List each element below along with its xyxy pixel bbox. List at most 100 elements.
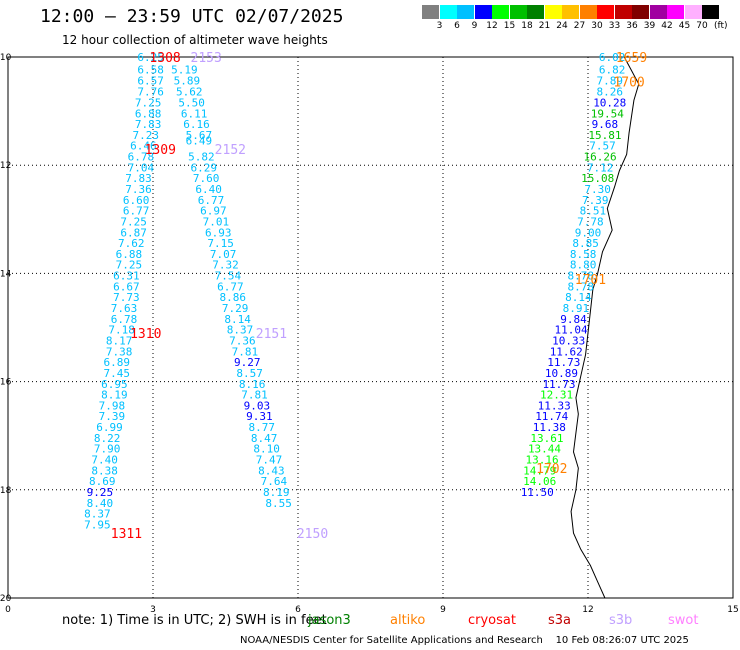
wave-height-value: 6.49	[186, 134, 213, 147]
wave-height-value: 7.40	[91, 454, 118, 467]
wave-height-value: 8.16	[239, 378, 266, 391]
wave-height-value: 7.36	[125, 183, 152, 196]
color-scale-label: 3	[436, 21, 443, 31]
wave-height-value: 7.12	[587, 161, 614, 174]
y-tick-label: -16	[0, 378, 12, 388]
wave-height-value: 7.90	[94, 443, 121, 456]
wave-height-value: 7.04	[128, 161, 155, 174]
color-swatch	[702, 5, 719, 19]
wave-height-value: 7.38	[106, 345, 133, 358]
wave-height-value: 13.61	[530, 432, 563, 445]
wave-height-value: 8.57	[236, 367, 263, 380]
wave-height-value: 9.25	[87, 486, 114, 499]
wave-height-value: 7.89	[597, 74, 624, 87]
wave-height-value: 8.78	[568, 270, 595, 283]
wave-height-value: 8.19	[101, 389, 128, 402]
wave-height-value: 6.67	[113, 280, 140, 293]
wave-height-value: 15.81	[588, 129, 621, 142]
wave-height-value: 8.26	[597, 86, 624, 99]
color-swatch	[474, 5, 492, 19]
wave-height-value: 8.58	[570, 248, 597, 261]
color-scale-unit: (ft)	[714, 21, 728, 31]
wave-height-value: 6.78	[128, 151, 155, 164]
wave-height-value: 10.89	[545, 367, 578, 380]
wave-height-value: 7.63	[111, 302, 138, 315]
wave-height-value: 7.81	[241, 389, 268, 402]
color-scale-label: 27	[573, 21, 586, 31]
wave-height-value: 7.23	[133, 129, 160, 142]
color-swatch	[439, 5, 457, 19]
plot-frame	[7, 56, 734, 599]
wave-height-value: 6.77	[217, 280, 244, 293]
color-scale-label: 12	[486, 21, 498, 31]
wave-height-value: 6.88	[116, 248, 143, 261]
wave-height-value: 7.98	[99, 399, 126, 412]
wave-height-value: 8.43	[258, 464, 285, 477]
wave-height-value: 13.16	[526, 454, 559, 467]
color-scale-label: 18	[521, 21, 533, 31]
wave-height-value: 7.30	[584, 183, 611, 196]
wave-height-value: 8.14	[565, 291, 592, 304]
color-swatch	[527, 5, 544, 19]
pass-time-label: 1702	[536, 462, 567, 477]
wave-height-value: 6.29	[191, 161, 218, 174]
wave-height-value: 7.29	[222, 302, 249, 315]
wave-height-value: 6.46	[130, 140, 157, 153]
wave-height-value: 7.73	[113, 291, 140, 304]
color-swatch	[457, 5, 474, 19]
wave-height-value: 6.97	[200, 205, 227, 218]
color-scale-label: 6	[454, 21, 460, 31]
wave-height-value: 6.60	[123, 194, 150, 207]
pass-time-label: 1701	[575, 273, 606, 288]
wave-height-value: 6.58	[137, 63, 164, 76]
legend-item-swot: swot	[668, 613, 699, 628]
credit-footer: NOAA/NESDIS Center for Satellite Applica…	[240, 635, 689, 646]
color-swatch	[509, 5, 527, 19]
color-swatch	[544, 5, 562, 19]
wave-height-value: 5.82	[188, 151, 215, 164]
wave-height-value: 7.62	[118, 237, 145, 250]
wave-height-value: 8.86	[220, 291, 247, 304]
footnote: note: 1) Time is in UTC; 2) SWH is in fe…	[62, 613, 327, 628]
wave-height-value: 6.93	[205, 226, 232, 239]
wave-height-value: 7.18	[108, 324, 135, 337]
wave-height-value: 7.78	[577, 215, 604, 228]
color-swatch	[632, 5, 649, 19]
wave-height-value: 8.51	[580, 205, 607, 218]
wave-height-value: 5.89	[174, 74, 201, 87]
color-scale-label: 42	[661, 21, 673, 31]
wave-height-value: 8.55	[265, 497, 292, 510]
legend-item-s3a: s3a	[548, 613, 572, 628]
x-tick-label: 3	[150, 605, 156, 615]
wave-height-value: 5.67	[186, 129, 213, 142]
wave-height-value: 8.80	[570, 259, 597, 272]
color-scale-label: 15	[503, 21, 516, 31]
wave-height-value: 14.06	[523, 475, 556, 488]
legend-item-altiko: altiko	[390, 613, 426, 628]
color-scale-label: 24	[556, 21, 568, 31]
wave-height-value: 7.47	[256, 454, 283, 467]
color-swatch	[684, 5, 702, 19]
pass-time-label: 2152	[215, 143, 246, 158]
wave-height-value: 9.84	[560, 313, 587, 326]
wave-height-value: 11.74	[535, 410, 568, 423]
wave-height-value: 7.76	[137, 86, 164, 99]
wave-height-value: 8.85	[572, 237, 599, 250]
y-tick-label: -20	[0, 594, 12, 604]
color-scale-label: 39	[643, 21, 656, 31]
wave-height-value: 6.02	[599, 51, 626, 64]
wave-height-value: 9.68	[592, 118, 619, 131]
wave-height-value: 7.15	[207, 237, 234, 250]
wave-height-value: 9.31	[246, 410, 273, 423]
pass-time-label: 1308	[149, 51, 180, 66]
wave-height-value: 7.60	[193, 172, 220, 185]
wave-height-value: 11.73	[542, 378, 575, 391]
wave-height-value: 15.08	[581, 172, 614, 185]
wave-height-value: 7.64	[261, 475, 288, 488]
color-swatch	[649, 5, 667, 19]
wave-height-value: 6.40	[195, 183, 222, 196]
wave-height-value: 11.62	[550, 345, 583, 358]
y-tick-label: -14	[0, 269, 12, 279]
wave-height-value: 7.01	[203, 215, 230, 228]
wave-height-value: 7.25	[120, 215, 147, 228]
